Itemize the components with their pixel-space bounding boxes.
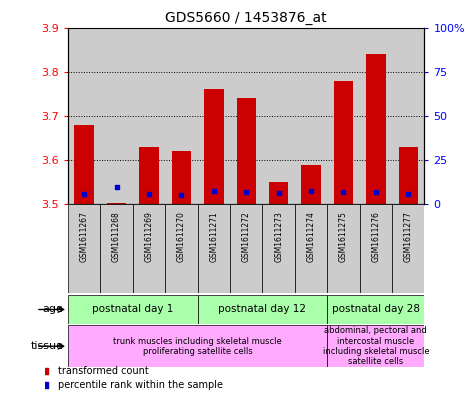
Text: GSM1611274: GSM1611274 xyxy=(307,211,316,262)
Bar xyxy=(197,295,327,324)
Point xyxy=(178,191,185,198)
Bar xyxy=(100,204,133,293)
Bar xyxy=(399,147,418,204)
Point xyxy=(307,188,315,194)
Point xyxy=(275,190,282,196)
Bar xyxy=(68,295,197,324)
Text: percentile rank within the sample: percentile rank within the sample xyxy=(58,380,223,390)
Point xyxy=(205,208,212,214)
Bar xyxy=(197,28,230,204)
Bar xyxy=(269,182,288,204)
Point xyxy=(210,188,218,194)
Text: trunk muscles including skeletal muscle
proliferating satellite cells: trunk muscles including skeletal muscle … xyxy=(113,336,282,356)
Bar xyxy=(197,204,230,293)
Bar xyxy=(165,204,197,293)
Text: tissue: tissue xyxy=(30,341,63,351)
Bar xyxy=(295,28,327,204)
Point xyxy=(242,189,250,195)
Bar xyxy=(263,204,295,293)
Bar xyxy=(360,28,392,204)
Title: GDS5660 / 1453876_at: GDS5660 / 1453876_at xyxy=(166,11,327,25)
Text: GSM1611271: GSM1611271 xyxy=(209,211,219,262)
Bar xyxy=(165,28,197,204)
Text: GSM1611273: GSM1611273 xyxy=(274,211,283,262)
Text: postnatal day 12: postnatal day 12 xyxy=(219,305,306,314)
Bar xyxy=(230,28,263,204)
Text: GSM1611272: GSM1611272 xyxy=(242,211,251,262)
Point xyxy=(205,336,212,342)
Text: transformed count: transformed count xyxy=(58,366,148,376)
Text: GSM1611267: GSM1611267 xyxy=(80,211,89,262)
Bar xyxy=(133,28,165,204)
Bar xyxy=(75,125,94,204)
Bar xyxy=(68,28,100,204)
Bar xyxy=(360,204,392,293)
Bar xyxy=(327,325,424,367)
Text: GSM1611268: GSM1611268 xyxy=(112,211,121,262)
Text: GSM1611275: GSM1611275 xyxy=(339,211,348,262)
Bar xyxy=(301,165,321,204)
Text: abdominal, pectoral and
intercostal muscle
including skeletal muscle
satellite c: abdominal, pectoral and intercostal musc… xyxy=(323,326,429,366)
Text: GSM1611277: GSM1611277 xyxy=(404,211,413,262)
Text: postnatal day 28: postnatal day 28 xyxy=(332,305,420,314)
Text: postnatal day 1: postnatal day 1 xyxy=(92,305,174,314)
Text: GSM1611269: GSM1611269 xyxy=(144,211,153,262)
Text: GSM1611270: GSM1611270 xyxy=(177,211,186,262)
Point xyxy=(81,191,88,197)
Bar xyxy=(366,54,386,204)
Bar xyxy=(236,98,256,204)
Bar xyxy=(334,81,353,204)
Point xyxy=(404,191,412,197)
Bar xyxy=(295,204,327,293)
Bar xyxy=(100,28,133,204)
Bar xyxy=(392,28,424,204)
Point xyxy=(145,191,153,197)
Bar xyxy=(327,204,360,293)
Point xyxy=(372,189,379,195)
Bar xyxy=(263,28,295,204)
Bar xyxy=(230,204,263,293)
Bar xyxy=(139,147,159,204)
Bar xyxy=(133,204,165,293)
Bar xyxy=(68,325,327,367)
Bar xyxy=(204,90,224,204)
Text: GSM1611276: GSM1611276 xyxy=(371,211,380,262)
Point xyxy=(113,184,121,190)
Text: age: age xyxy=(42,305,63,314)
Bar xyxy=(327,28,360,204)
Bar xyxy=(327,295,424,324)
Bar xyxy=(172,151,191,204)
Bar xyxy=(68,204,100,293)
Bar xyxy=(392,204,424,293)
Point xyxy=(340,189,347,195)
